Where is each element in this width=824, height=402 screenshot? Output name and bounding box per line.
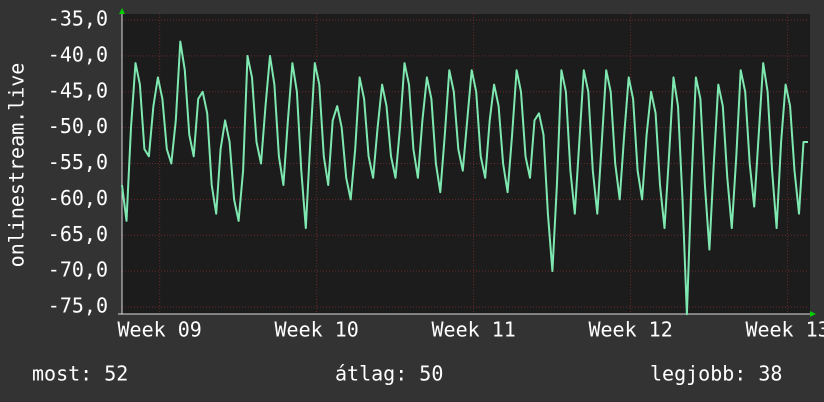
data-line: [121, 40, 808, 316]
y-tick-label: -55,0: [48, 150, 108, 174]
y-tick-label: -75,0: [48, 294, 108, 318]
y-tick-label: -40,0: [48, 42, 108, 66]
y-tick-label: -45,0: [48, 78, 108, 102]
x-tick-label: Week 09: [118, 318, 202, 342]
y-tick-label: -50,0: [48, 114, 108, 138]
summary-stat: most: 52: [32, 362, 128, 386]
axis-arrow: [810, 311, 816, 317]
plot-area: [122, 14, 810, 314]
x-tick-label: Week 13: [745, 318, 824, 342]
y-tick-label: -35,0: [48, 7, 108, 31]
summary-stat: legjobb: 38: [650, 362, 782, 386]
x-tick-label: Week 10: [275, 318, 359, 342]
y-tick-label: -65,0: [48, 222, 108, 246]
y-tick-label: -70,0: [48, 258, 108, 282]
y-tick-label: -60,0: [48, 186, 108, 210]
axis-arrow: [119, 8, 125, 14]
y-axis-title: onlinestream.live: [5, 63, 29, 268]
x-tick-label: Week 12: [588, 318, 672, 342]
summary-stat: átlag: 50: [335, 362, 443, 386]
x-tick-label: Week 11: [431, 318, 515, 342]
